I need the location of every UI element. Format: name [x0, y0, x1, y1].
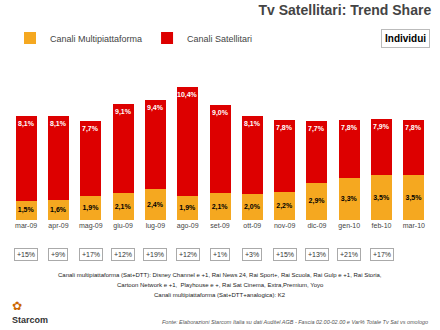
svg-text:2,4%: 2,4% — [147, 201, 164, 209]
svg-text:+12%: +12% — [114, 251, 132, 258]
svg-text:+9%: +9% — [51, 251, 65, 258]
svg-text:nov-09: nov-09 — [274, 222, 296, 229]
svg-text:9,0%: 9,0% — [212, 109, 229, 117]
svg-text:9,1%: 9,1% — [115, 108, 132, 116]
svg-text:7,8%: 7,8% — [276, 124, 293, 132]
svg-text:2,0%: 2,0% — [244, 203, 261, 211]
svg-text:2,2%: 2,2% — [276, 202, 293, 210]
svg-text:7,9%: 7,9% — [373, 123, 390, 131]
svg-text:1,6%: 1,6% — [50, 206, 67, 214]
svg-text:Fonte: Elaborazioni Starcom It: Fonte: Elaborazioni Starcom Italia su da… — [162, 319, 428, 325]
svg-text:Canali multipiattaforma (Sat+D: Canali multipiattaforma (Sat+DTT+analogi… — [154, 292, 286, 298]
svg-text:10,4%: 10,4% — [177, 91, 198, 99]
svg-text:8,1%: 8,1% — [244, 120, 261, 128]
svg-text:+13%: +13% — [308, 251, 326, 258]
svg-text:+3%: +3% — [245, 251, 259, 258]
svg-text:Canali Multipiattaforma: Canali Multipiattaforma — [50, 34, 142, 44]
svg-text:lug-09: lug-09 — [146, 222, 166, 230]
svg-text:Canali multipiattaforma (Sat+D: Canali multipiattaforma (Sat+DTT): Disne… — [58, 272, 382, 278]
svg-text:8,1%: 8,1% — [50, 120, 67, 128]
svg-text:9,4%: 9,4% — [147, 104, 164, 112]
svg-text:mar-09: mar-09 — [15, 222, 37, 229]
svg-text:+12%: +12% — [179, 251, 197, 258]
svg-text:mag-09: mag-09 — [79, 222, 103, 230]
svg-text:+15%: +15% — [17, 251, 35, 258]
svg-text:2,1%: 2,1% — [115, 203, 132, 211]
svg-text:+21%: +21% — [340, 251, 358, 258]
svg-text:7,8%: 7,8% — [405, 124, 422, 132]
svg-text:Individui: Individui — [385, 33, 426, 44]
svg-text:2,9%: 2,9% — [309, 197, 326, 205]
svg-text:1,9%: 1,9% — [82, 204, 99, 212]
svg-text:Cartoon Network e +1, Playhou: Cartoon Network e +1, Playhouse e +, Rai… — [117, 282, 324, 288]
svg-text:✿: ✿ — [12, 299, 22, 313]
svg-text:3,5%: 3,5% — [373, 194, 390, 202]
svg-text:2,1%: 2,1% — [212, 203, 229, 211]
svg-text:8,1%: 8,1% — [18, 120, 35, 128]
svg-text:set-09: set-09 — [210, 222, 230, 229]
svg-text:giu-09: giu-09 — [113, 222, 133, 230]
svg-text:ott-09: ott-09 — [243, 222, 261, 229]
svg-text:+17%: +17% — [373, 251, 391, 258]
svg-text:3,3%: 3,3% — [341, 195, 358, 203]
svg-text:dic-09: dic-09 — [307, 222, 326, 229]
svg-text:1,9%: 1,9% — [179, 204, 196, 212]
svg-text:ago-09: ago-09 — [177, 222, 199, 230]
svg-text:+1%: +1% — [213, 251, 227, 258]
svg-text:+19%: +19% — [146, 251, 164, 258]
svg-text:1,5%: 1,5% — [18, 206, 35, 214]
svg-text:Canali Satellitari: Canali Satellitari — [187, 34, 252, 44]
svg-text:7,8%: 7,8% — [341, 124, 358, 132]
svg-text:7,7%: 7,7% — [82, 125, 99, 133]
svg-text:mar-10: mar-10 — [403, 222, 425, 229]
svg-text:gen-10: gen-10 — [338, 222, 360, 230]
svg-text:apr-09: apr-09 — [48, 222, 68, 230]
svg-text:+17%: +17% — [82, 251, 100, 258]
svg-text:feb-10: feb-10 — [372, 222, 392, 229]
svg-text:7,7%: 7,7% — [308, 125, 325, 133]
svg-text:+15%: +15% — [276, 251, 294, 258]
svg-text:Tv Satellitari: Trend Share: Tv Satellitari: Trend Share — [258, 2, 431, 18]
svg-text:Starcom: Starcom — [12, 315, 48, 325]
svg-text:3,5%: 3,5% — [405, 194, 422, 202]
